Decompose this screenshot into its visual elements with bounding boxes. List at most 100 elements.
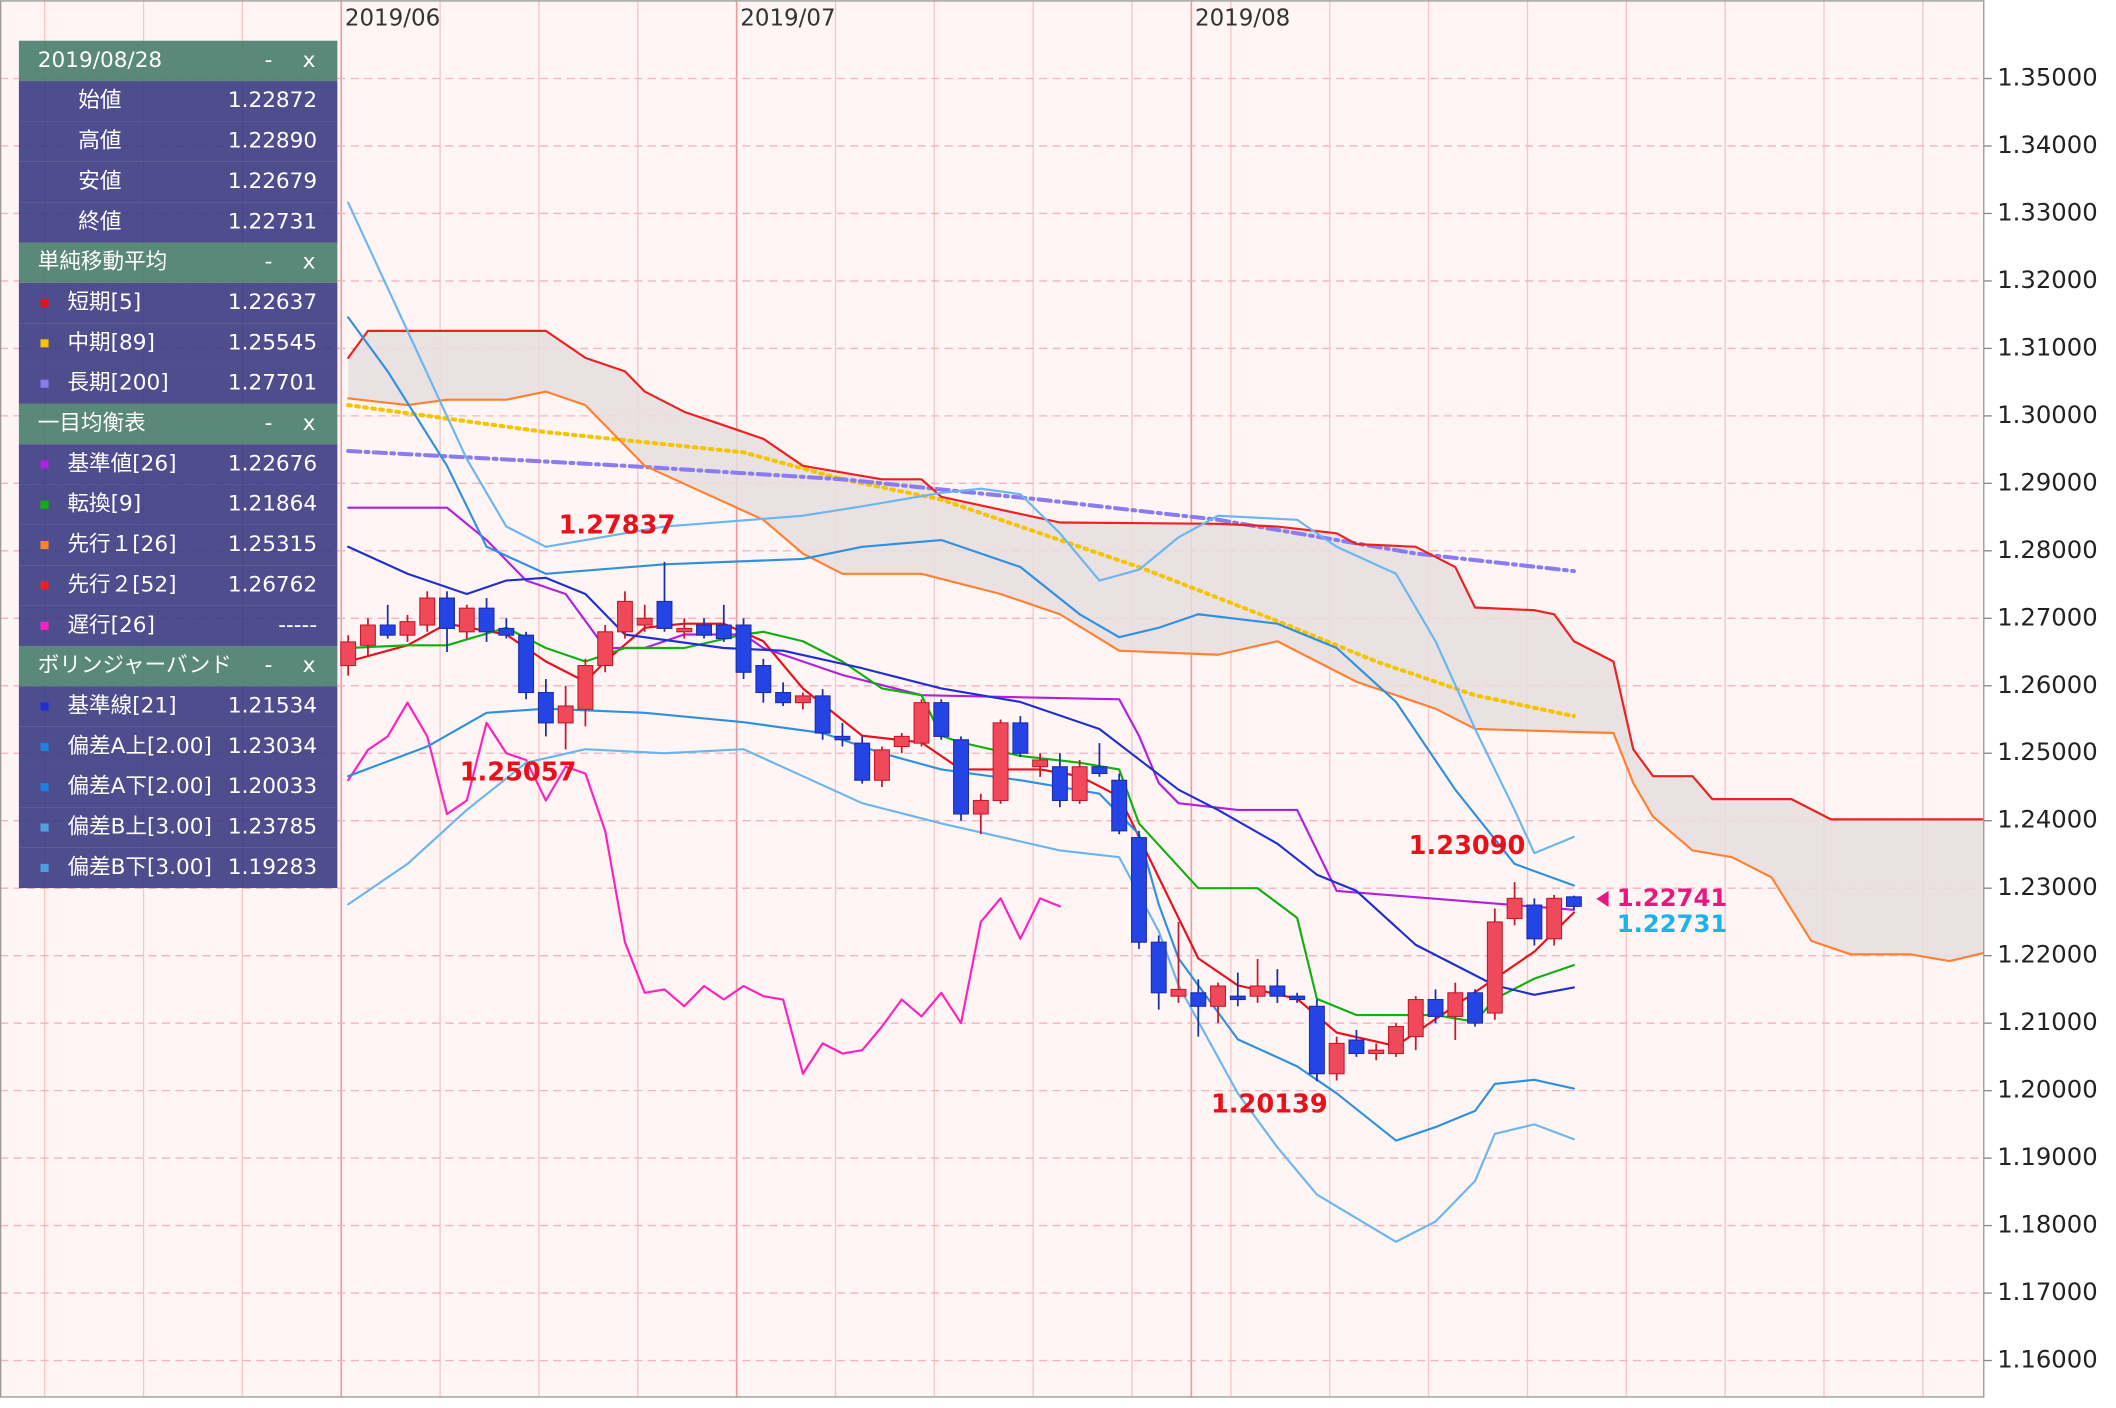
legend-label: 基準値[26]: [67, 451, 176, 476]
candle-body: [379, 624, 396, 636]
price-tag: 1.22731: [1617, 909, 1728, 938]
legend-value: 1.25315: [228, 532, 317, 557]
legend-swatch: [40, 581, 49, 590]
candle-body: [557, 705, 574, 724]
indicator-line: [347, 545, 1575, 996]
legend-value: 1.26762: [228, 572, 317, 597]
minimize-button[interactable]: -: [265, 411, 273, 436]
candle-body: [735, 624, 752, 673]
candle-body: [1328, 1042, 1345, 1075]
y-tick-label: 1.17000: [1997, 1277, 2097, 1306]
candle-body: [1150, 941, 1167, 994]
candle-body: [636, 617, 653, 626]
legend-value: 1.20033: [228, 774, 317, 799]
indicator-line: [347, 316, 1575, 887]
panel-header: [18, 403, 338, 445]
candle-body: [1170, 988, 1187, 997]
minimize-button[interactable]: -: [265, 250, 273, 275]
candle-body: [794, 695, 811, 704]
candle-body: [1032, 759, 1049, 768]
legend-label: 転換[9]: [67, 492, 141, 517]
candle-body: [854, 742, 871, 781]
minimize-button[interactable]: -: [265, 48, 273, 73]
panel-header-title: 一目均衡表: [38, 411, 146, 436]
ohlc-value: 1.22872: [228, 88, 317, 113]
annotation: 1.25057: [460, 758, 577, 788]
candle-body: [775, 691, 792, 704]
ohlc-label: 高値: [78, 129, 121, 154]
legend-value: 1.22637: [228, 290, 317, 315]
candle-body: [1190, 992, 1207, 1007]
price-marker: [1596, 890, 1609, 908]
legend-value: 1.19283: [228, 855, 317, 880]
legend-label: 基準線[21]: [67, 693, 176, 718]
candle-body: [439, 597, 455, 629]
legend-swatch: [40, 339, 49, 348]
y-tick-label: 1.23000: [1997, 872, 2097, 901]
legend-swatch: [40, 863, 49, 872]
legend-swatch: [40, 621, 49, 630]
candle-body: [399, 621, 416, 636]
close-button[interactable]: x: [303, 653, 316, 678]
ohlc-label: 安値: [78, 169, 121, 194]
legend-value: 1.21864: [228, 492, 317, 517]
candle-body: [913, 702, 930, 744]
legend-label: 短期[5]: [67, 290, 141, 315]
legend-label: 偏差A上[2.00]: [67, 734, 211, 759]
candle-body: [478, 607, 495, 633]
y-tick-label: 1.24000: [1997, 805, 2097, 834]
candle-body: [1506, 897, 1523, 920]
plot: 1.27837 1.25057 1.20139 1.23090: [0, 0, 1984, 1397]
legend-value: 1.22676: [228, 451, 317, 476]
close-button[interactable]: x: [303, 250, 316, 275]
ohlc-label: 始値: [78, 88, 121, 113]
annotation: 1.23090: [1409, 831, 1526, 861]
y-tick-label: 1.26000: [1997, 670, 2097, 699]
legend-label: 長期[200]: [67, 371, 168, 396]
annotation: 1.27837: [559, 511, 676, 541]
panel-row: [18, 121, 338, 162]
candle-body: [676, 627, 693, 633]
legend-swatch: [40, 783, 49, 792]
candle-body: [597, 631, 614, 667]
candle-body: [972, 799, 989, 815]
panel-header-title: 単純移動平均: [38, 250, 167, 275]
legend-swatch: [40, 541, 49, 550]
minimize-button[interactable]: -: [265, 653, 273, 678]
candle-body: [933, 702, 950, 737]
candle-body: [498, 627, 515, 636]
close-button[interactable]: x: [303, 48, 316, 73]
panel-header-title: ボリンジャーバンド: [38, 653, 232, 678]
panel-row: [18, 202, 338, 243]
legend-label: 偏差B上[3.00]: [67, 815, 211, 840]
candle-body: [1368, 1049, 1385, 1055]
legend-value: 1.21534: [228, 693, 317, 718]
legend-label: 先行１[26]: [67, 532, 176, 557]
y-tick-label: 1.19000: [1997, 1142, 2097, 1171]
legend-value: 1.23785: [228, 815, 317, 840]
candle-body: [1486, 921, 1503, 1014]
legend-swatch: [40, 500, 49, 509]
candle-body: [1546, 897, 1563, 940]
panel-row: [18, 161, 338, 203]
candle-body: [715, 624, 732, 640]
panel-row: [18, 767, 338, 808]
ohlc-value: 1.22890: [228, 129, 317, 154]
candle-body: [1348, 1039, 1365, 1055]
indicator-line: [347, 748, 1575, 1243]
indicator-line: [346, 448, 1576, 574]
legend-value: 1.25545: [228, 330, 317, 355]
y-tick-label: 1.27000: [1997, 602, 2097, 631]
indicator-line: [347, 506, 1575, 911]
legend-swatch: [40, 823, 49, 832]
close-button[interactable]: x: [303, 411, 316, 436]
candle-body: [893, 735, 910, 748]
legend-value: 1.27701: [228, 371, 317, 396]
price-axis: 1.16000 1.17000 1.18000 1.19000 1.20000 1.210…: [1983, 63, 2098, 1374]
ohlc-label: 終値: [78, 209, 121, 234]
ohlc-value: 1.22731: [228, 209, 317, 234]
legend-label: 中期[89]: [67, 330, 154, 355]
candle-body: [340, 641, 357, 667]
candle-body: [656, 600, 673, 629]
